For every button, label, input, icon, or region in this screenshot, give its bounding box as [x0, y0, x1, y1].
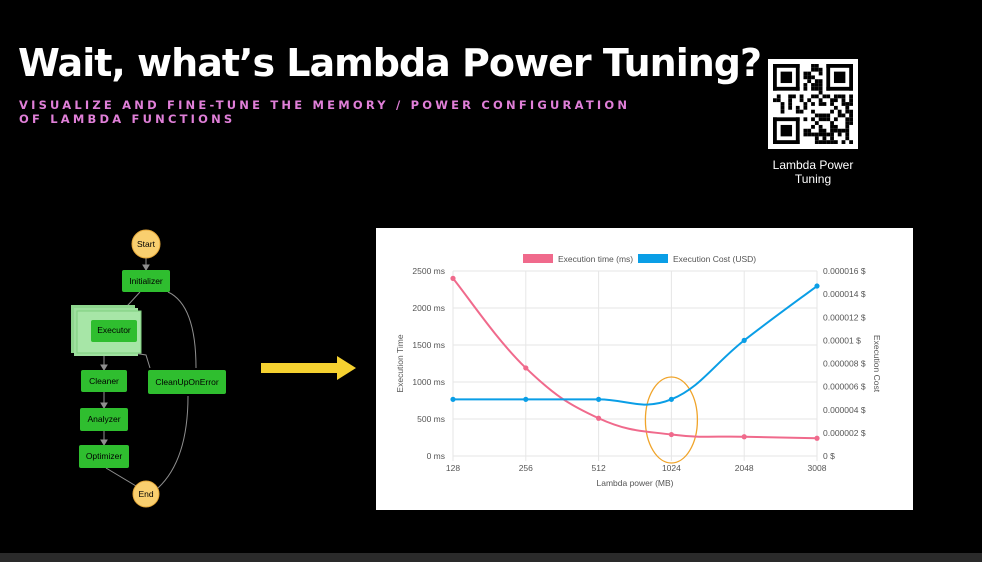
y-right-tick-label: 0.000006 $	[823, 382, 866, 392]
chart-grid	[452, 270, 818, 461]
y-left-tick-label: 0 ms	[427, 451, 445, 461]
series-point-0	[814, 435, 820, 441]
initializer-label: Initializer	[129, 276, 163, 286]
x-tick-label: 1024	[662, 463, 681, 473]
end-label: End	[138, 489, 153, 499]
cleanup-on-error-step[interactable]	[148, 370, 226, 394]
y-right-tick-label: 0.000004 $	[823, 405, 866, 415]
start-node[interactable]	[131, 229, 161, 259]
series-point-0	[523, 365, 529, 371]
series-point-0	[741, 434, 747, 440]
y-left-tick-label: 1000 ms	[412, 377, 445, 387]
cleanup-on-error-label: CleanUpOnError	[155, 377, 218, 387]
chart-legend: Execution time (ms) Execution Cost (USD)	[523, 254, 756, 264]
series-point-1	[523, 396, 529, 402]
chart-axes: 0 ms 500 ms 1000 ms 1500 ms 2000 ms 2500 ms 0 …	[395, 266, 882, 488]
series-point-0	[668, 431, 674, 438]
legend-swatch-1	[638, 254, 668, 263]
series-line-1	[453, 285, 818, 406]
y-right-tick-label: 0 $	[823, 451, 835, 461]
series-point-1	[450, 396, 456, 402]
y-left-tick-label: 2000 ms	[412, 303, 445, 313]
x-tick-label: 128	[446, 463, 460, 473]
qr-caption: Lambda Power Tuning	[760, 158, 866, 186]
y-left-tick-label: 1500 ms	[412, 340, 445, 350]
optimizer-label: Optimizer	[86, 451, 123, 461]
bottom-bar	[0, 553, 982, 562]
y-right-tick-label: 0.000012 $	[823, 312, 866, 322]
x-tick-label: 512	[592, 463, 606, 473]
y-left-tick-label: 2500 ms	[412, 266, 445, 276]
qr-code-pattern	[773, 64, 853, 144]
series-point-1	[741, 337, 747, 343]
y-left-tick-label: 500 ms	[417, 414, 445, 424]
series-point-1	[668, 396, 674, 402]
series-point-0	[596, 415, 602, 421]
qr-caption-line-2: Tuning	[794, 172, 832, 186]
power-tuning-chart: 0 ms 500 ms 1000 ms 1500 ms 2000 ms 2500 ms 0 …	[376, 228, 913, 510]
y-left-axis-title: Execution Time	[395, 334, 405, 392]
optimizer-step[interactable]	[79, 445, 129, 468]
slide-subtitle: VISUALIZE AND FINE-TUNE THE MEMORY / POW…	[19, 98, 630, 126]
y-right-tick-label: 0.000002 $	[823, 428, 866, 438]
series-line-0	[452, 277, 818, 440]
qr-caption-line-1: Lambda Power	[772, 158, 854, 172]
cleaner-label: Cleaner	[89, 376, 119, 386]
executor-step[interactable]	[91, 320, 137, 342]
highlight-ellipse	[644, 376, 699, 464]
series-point-1	[814, 283, 820, 289]
qr-code[interactable]	[768, 59, 858, 149]
analyzer-step[interactable]	[80, 408, 128, 431]
y-right-axis-title: Execution Cost	[872, 335, 882, 393]
legend-swatch-0	[523, 254, 553, 263]
chart-series	[450, 275, 820, 441]
slide-title: Wait, what’s Lambda Power Tuning?	[18, 41, 762, 85]
analyzer-label: Analyzer	[87, 414, 120, 424]
end-node[interactable]	[132, 480, 160, 508]
chart-canvas: 0 ms 500 ms 1000 ms 1500 ms 2000 ms 2500 ms 0 …	[395, 254, 882, 488]
executor-label: Executor	[97, 325, 131, 335]
step-functions-workflow: Start Initializer Executor Cleaner Clean…	[71, 229, 226, 508]
initializer-step[interactable]	[122, 270, 170, 292]
series-point-1	[596, 396, 602, 402]
y-right-tick-label: 0.000008 $	[823, 359, 866, 369]
y-right-tick-label: 0.000016 $	[823, 266, 866, 276]
x-tick-label: 3008	[808, 463, 827, 473]
subtitle-line-1: VISUALIZE AND FINE-TUNE THE MEMORY / POW…	[19, 98, 631, 112]
subtitle-line-2: OF LAMBDA FUNCTIONS	[19, 112, 236, 126]
legend-label-0: Execution time (ms)	[558, 254, 633, 264]
cleaner-step[interactable]	[81, 370, 127, 392]
start-label: Start	[137, 239, 156, 249]
x-axis-title: Lambda power (MB)	[596, 478, 673, 488]
chart-annotation	[644, 376, 699, 464]
y-right-tick-label: 0.000014 $	[823, 289, 866, 299]
x-tick-label: 2048	[735, 463, 754, 473]
series-point-0	[450, 275, 456, 281]
x-tick-label: 256	[519, 463, 533, 473]
y-right-tick-label: 0.00001 $	[823, 335, 861, 345]
legend-label-1: Execution Cost (USD)	[673, 254, 756, 264]
arrow-right-icon	[261, 356, 356, 380]
